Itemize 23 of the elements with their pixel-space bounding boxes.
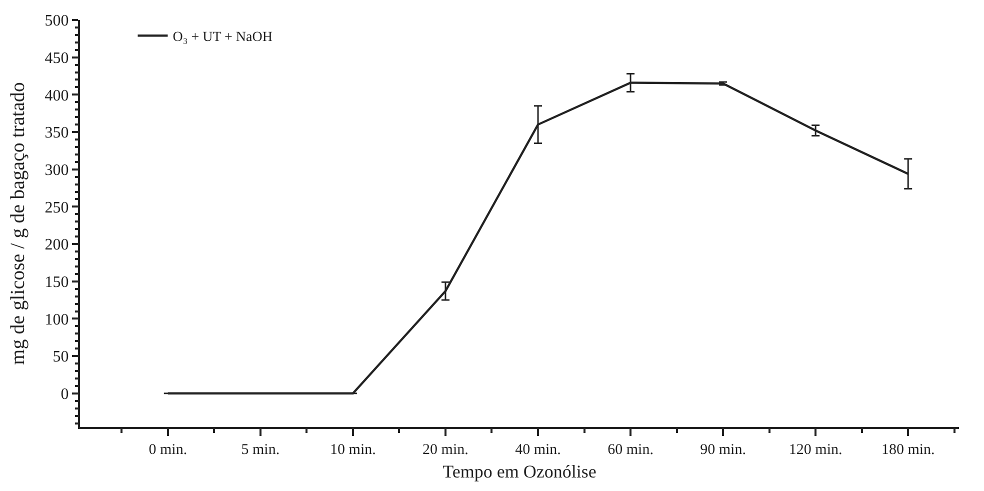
y-tick-label: 100: [44, 311, 69, 328]
y-tick-label: 200: [44, 236, 69, 254]
x-tick-label: 0 min.: [148, 442, 188, 458]
x-tick-label: 120 min.: [788, 442, 842, 458]
x-tick-label: 5 min.: [241, 442, 280, 458]
y-tick-label: 400: [44, 87, 69, 104]
x-tick-label: 90 min.: [700, 442, 746, 458]
x-tick-label: 180 min.: [881, 442, 935, 458]
x-tick-label: 10 min.: [330, 442, 376, 458]
y-tick-label: 500: [44, 12, 69, 30]
x-axis-title: Tempo em Ozonólise: [442, 462, 596, 482]
y-tick-label: 150: [44, 274, 69, 291]
y-tick-label: 450: [44, 50, 69, 67]
x-tick-label: 60 min.: [608, 442, 654, 458]
y-tick-label: 0: [60, 386, 69, 403]
y-axis-title: mg de glicose / g de bagaço tratado: [6, 82, 29, 365]
y-tick-label: 350: [44, 124, 69, 142]
x-tick-label: 20 min.: [422, 442, 468, 458]
x-tick-label: 40 min.: [515, 442, 561, 458]
y-tick-label: 300: [44, 162, 69, 179]
y-tick-label: 250: [44, 199, 69, 216]
legend-label: O₃ + UT + NaOH: [172, 30, 272, 46]
y-tick-label: 50: [52, 348, 69, 366]
